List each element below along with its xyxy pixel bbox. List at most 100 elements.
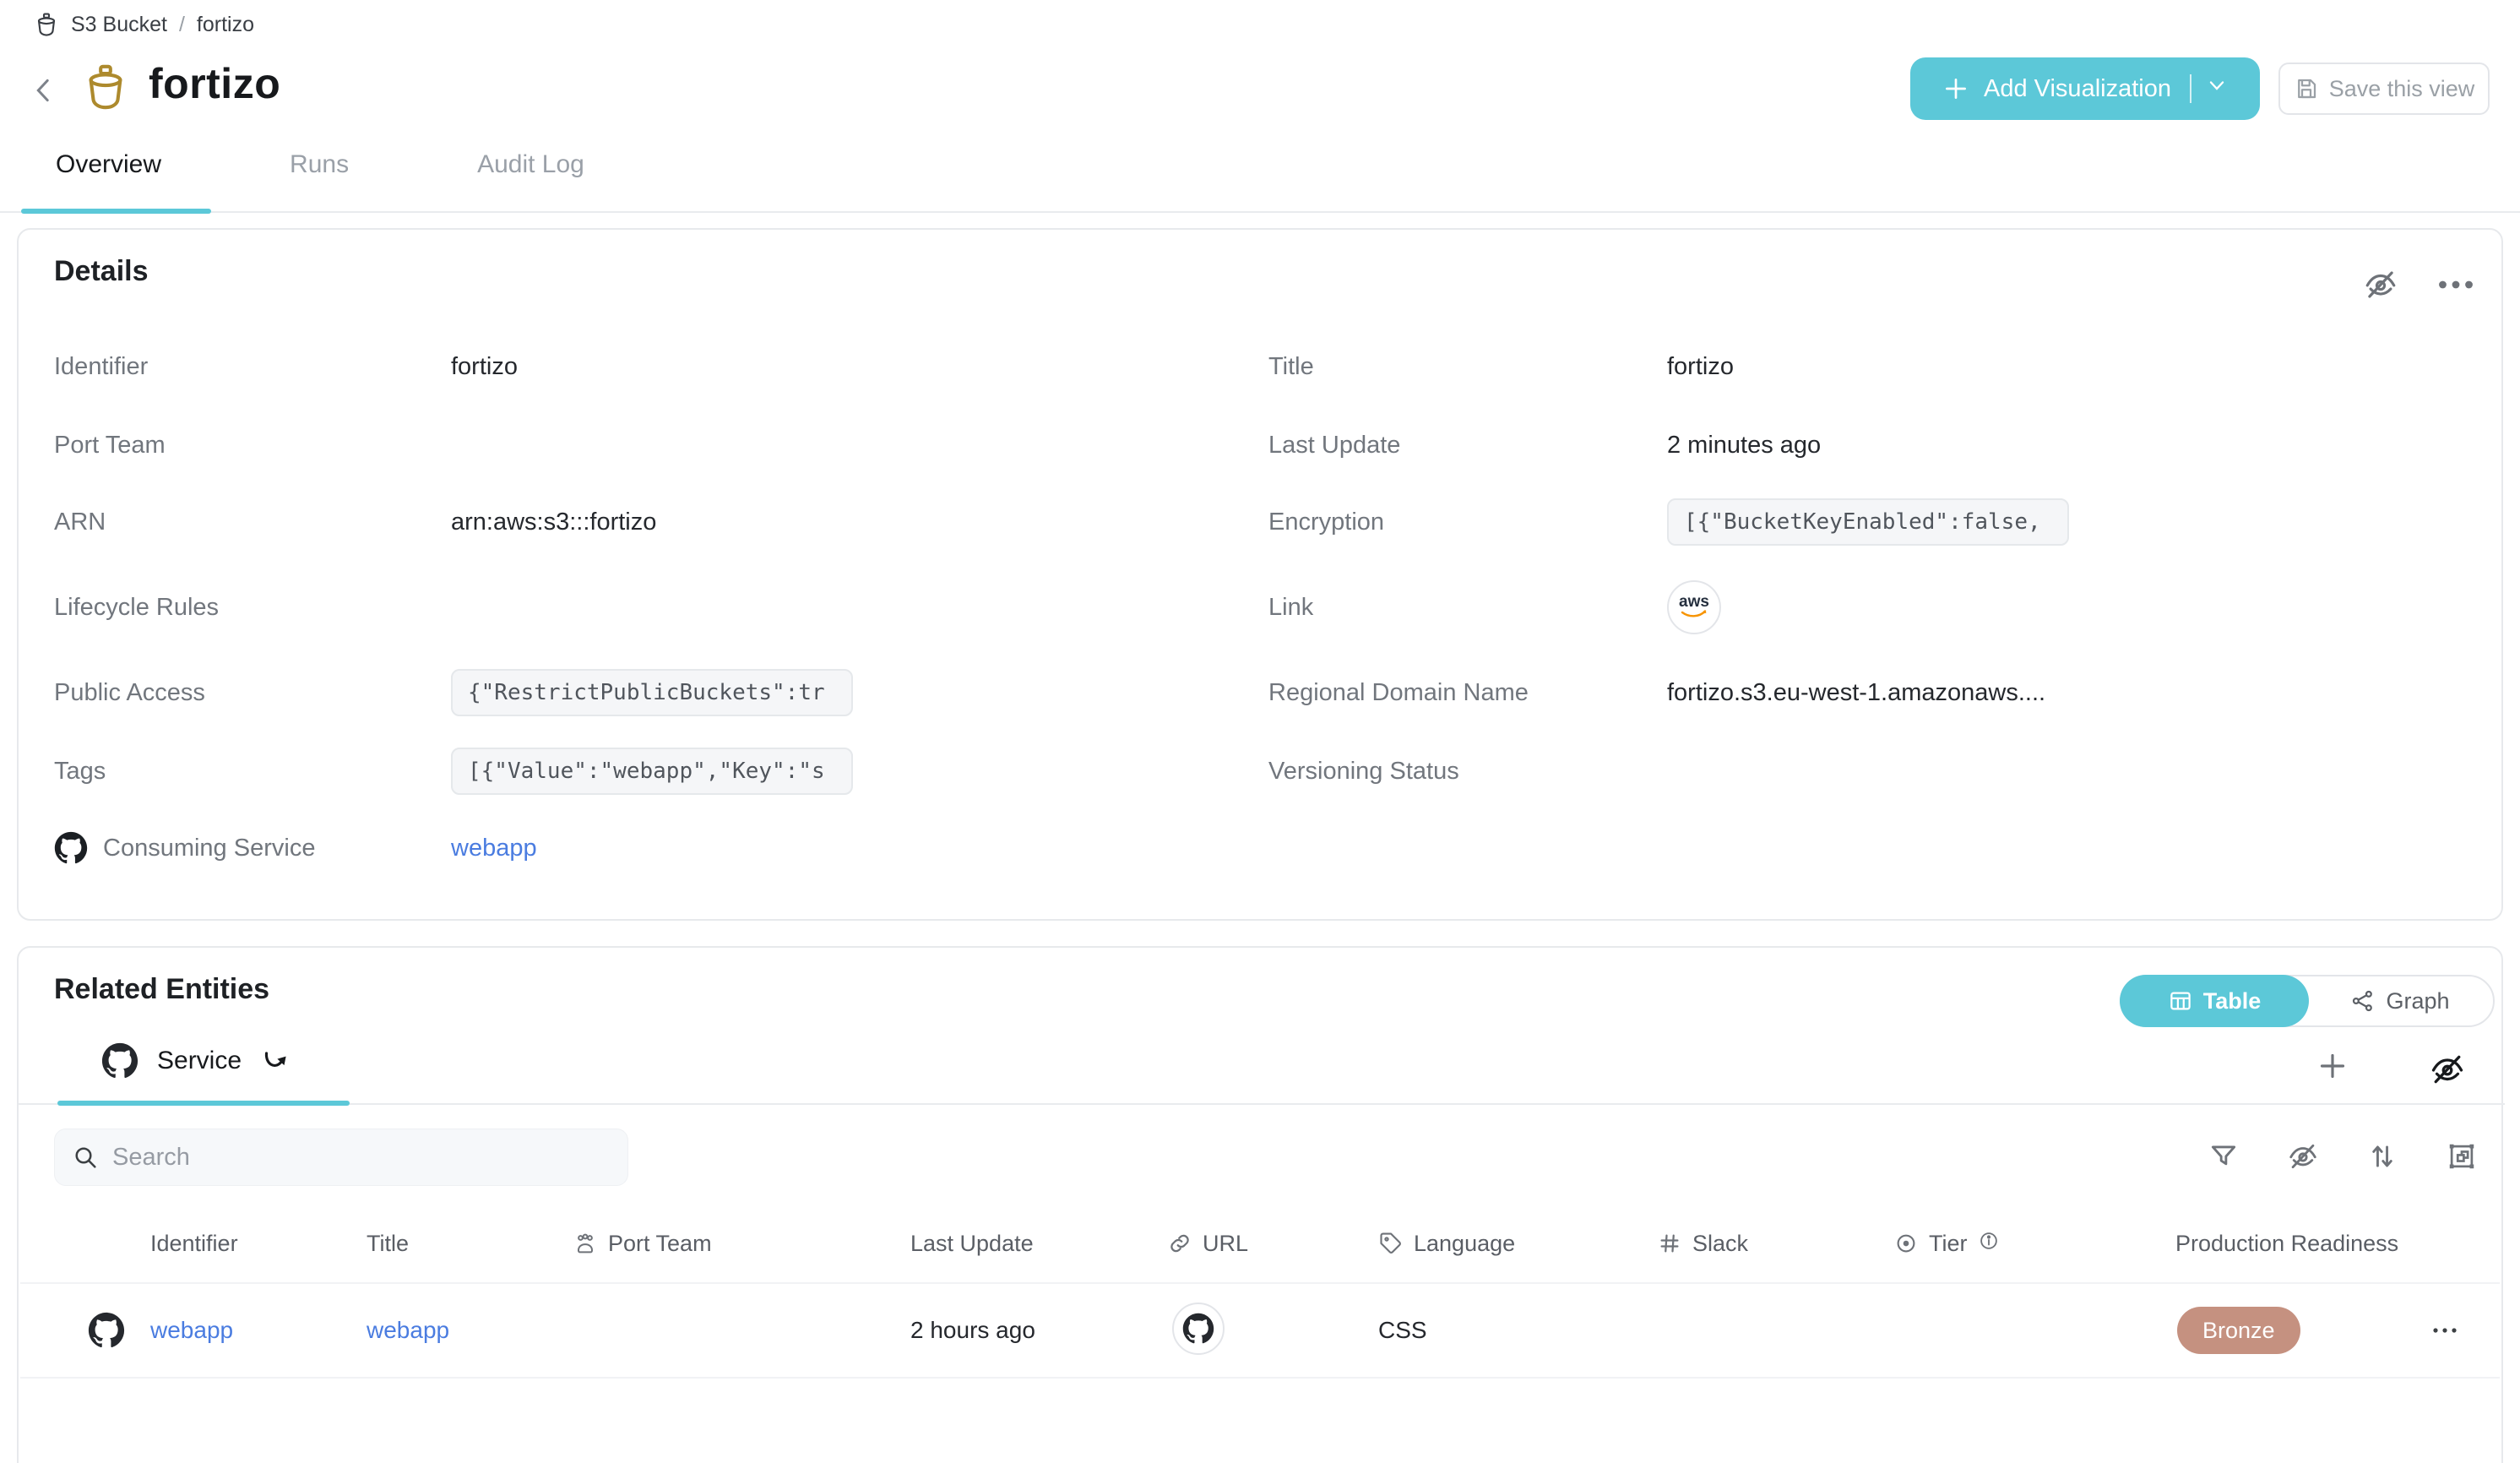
tier-icon <box>1897 1234 1915 1253</box>
plus-icon <box>2320 1053 2345 1079</box>
more-options-icon[interactable] <box>2437 274 2474 296</box>
group-by-icon[interactable] <box>2446 1140 2478 1172</box>
active-related-tab-indicator <box>57 1101 350 1106</box>
add-visualization-button[interactable]: Add Visualization <box>1910 57 2260 120</box>
breadcrumb-entity: fortizo <box>196 12 254 36</box>
breadcrumb: S3 Bucket / fortizo <box>34 12 254 37</box>
code-chip[interactable]: {"RestrictPublicBuckets":tr <box>451 669 853 716</box>
table-view-button[interactable]: Table <box>2120 975 2309 1027</box>
column-title[interactable]: Title <box>367 1230 410 1256</box>
github-icon <box>54 831 88 864</box>
field-versioning-status: Versioning Status <box>1268 757 1459 785</box>
field-lifecycle-rules: Lifecycle Rules <box>54 593 220 621</box>
column-url[interactable]: URL <box>1167 1220 1248 1267</box>
table-row[interactable]: webapp webapp 2 hours ago CSS Bronze <box>19 1303 2505 1355</box>
row-title-link[interactable]: webapp <box>367 1317 450 1343</box>
filter-icon[interactable] <box>2208 1140 2240 1172</box>
active-tab-indicator <box>21 209 211 214</box>
github-icon <box>88 1312 125 1348</box>
tab-runs[interactable]: Runs <box>290 150 350 178</box>
column-language[interactable]: Language <box>1378 1220 1515 1267</box>
tag-icon <box>1380 1232 1401 1254</box>
github-icon <box>101 1042 138 1079</box>
search-box <box>54 1129 628 1186</box>
related-tabs-underline <box>19 1101 2505 1106</box>
tab-overview[interactable]: Overview <box>56 150 162 178</box>
view-toggle: Table Graph <box>2120 975 2495 1027</box>
hide-empty-fields-icon[interactable] <box>2363 267 2398 302</box>
graph-icon <box>2353 990 2373 1012</box>
field-link: Link aws <box>1268 580 1721 634</box>
breadcrumb-separator: / <box>178 12 185 36</box>
table-toolbar <box>2208 1140 2478 1172</box>
bucket-icon <box>37 13 56 36</box>
sort-icon[interactable] <box>2366 1140 2398 1172</box>
column-last-update[interactable]: Last Update <box>910 1230 1034 1256</box>
back-button[interactable] <box>24 71 64 111</box>
tab-audit-log[interactable]: Audit Log <box>477 150 584 178</box>
breadcrumb-blueprint[interactable]: S3 Bucket <box>71 12 167 36</box>
table-icon <box>2170 992 2191 1010</box>
row-production-readiness: Bronze <box>2177 1306 2300 1355</box>
column-identifier[interactable]: Identifier <box>150 1230 238 1256</box>
details-heading: Details <box>54 255 149 287</box>
related-entities-heading: Related Entities <box>54 973 270 1005</box>
save-view-button[interactable]: Save this view <box>2278 63 2490 115</box>
row-blueprint-icon <box>88 1306 125 1355</box>
info-icon[interactable] <box>1978 1230 2000 1258</box>
s3-bucket-icon <box>81 63 130 111</box>
column-production-readiness[interactable]: Production Readiness <box>2175 1230 2399 1256</box>
row-url[interactable] <box>1172 1303 1225 1355</box>
header-divider <box>20 1282 2500 1284</box>
field-last-update: Last Update 2 minutes ago <box>1268 431 1822 459</box>
row-divider <box>20 1377 2500 1379</box>
search-icon <box>75 1147 96 1168</box>
chevron-left-icon <box>36 79 49 101</box>
link-icon <box>1170 1234 1189 1253</box>
chevron-down-icon[interactable] <box>2205 73 2229 104</box>
field-public-access: Public Access {"RestrictPublicBuckets":t… <box>54 666 853 720</box>
column-tier[interactable]: Tier <box>1893 1220 2000 1267</box>
plus-icon <box>1946 79 1966 99</box>
row-last-update: 2 hours ago <box>910 1317 1035 1343</box>
field-regional-domain-name: Regional Domain Name fortizo.s3.eu-west-… <box>1268 678 2046 706</box>
field-arn: ARN arn:aws:s3:::fortizo <box>54 508 657 536</box>
details-card: Details Identifier fortizo Port Team ARN… <box>17 228 2503 921</box>
team-icon <box>578 1233 593 1254</box>
tab-service[interactable]: Service <box>101 1042 291 1080</box>
add-related-entity-button[interactable] <box>2316 1049 2349 1083</box>
table-header-row: Identifier Title Port Team Last Update U… <box>19 1220 2505 1267</box>
field-encryption: Encryption [{"BucketKeyEnabled":false, <box>1268 495 2069 549</box>
column-port-team[interactable]: Port Team <box>573 1220 712 1267</box>
slack-icon <box>1660 1234 1679 1253</box>
page-tabs: Overview Runs Audit Log <box>56 150 584 179</box>
search-input[interactable] <box>112 1143 611 1172</box>
save-icon <box>2297 79 2316 99</box>
bronze-badge: Bronze <box>2177 1307 2300 1354</box>
add-visualization-label: Add Visualization <box>1984 74 2171 102</box>
related-entities-card: Related Entities Table Graph Service <box>17 946 2505 1463</box>
service-tab-label: Service <box>157 1047 242 1074</box>
field-tags: Tags [{"Value":"webapp","Key":"s <box>54 744 853 798</box>
code-chip[interactable]: [{"Value":"webapp","Key":"s <box>451 748 853 795</box>
row-more-options-icon[interactable] <box>2430 1306 2459 1355</box>
column-slack[interactable]: Slack <box>1657 1220 1748 1267</box>
page-title: fortizo <box>149 60 281 107</box>
button-divider <box>2189 74 2191 103</box>
eye-off-icon[interactable] <box>2287 1140 2319 1172</box>
code-chip[interactable]: [{"BucketKeyEnabled":false, <box>1667 498 2069 546</box>
row-identifier-link[interactable]: webapp <box>150 1317 234 1343</box>
field-title: Title fortizo <box>1268 352 1734 380</box>
field-identifier: Identifier fortizo <box>54 352 518 380</box>
hide-columns-icon[interactable] <box>2427 1051 2468 1088</box>
field-consuming-service: Consuming Service webapp <box>54 821 537 875</box>
aws-link-icon[interactable]: aws <box>1667 580 1721 634</box>
graph-view-button[interactable]: Graph <box>2307 976 2493 1025</box>
field-port-team: Port Team <box>54 431 166 459</box>
curved-arrow-icon <box>264 1052 286 1067</box>
github-url-icon[interactable] <box>1172 1303 1225 1355</box>
consuming-service-link[interactable]: webapp <box>451 834 537 862</box>
save-view-label: Save this view <box>2328 75 2475 101</box>
tabs-underline <box>0 209 2520 214</box>
